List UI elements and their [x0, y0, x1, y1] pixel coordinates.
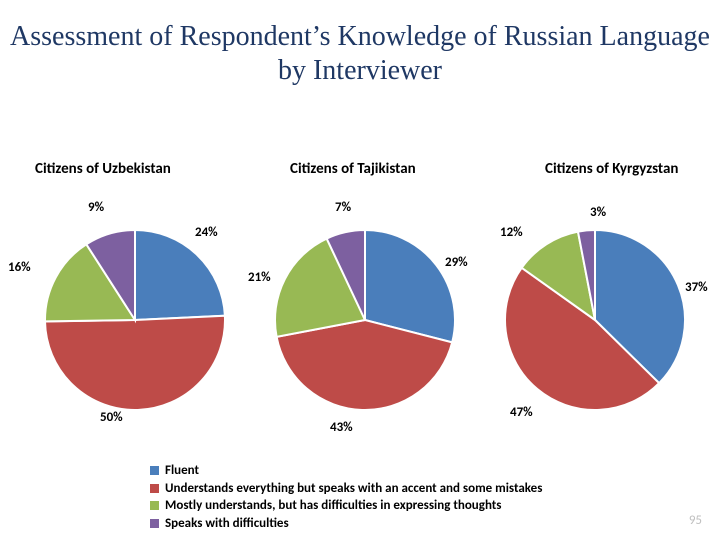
legend-item-mostly: Mostly understands, but has difficulties…: [150, 497, 542, 515]
pct-tj-understands: 43%: [330, 420, 353, 435]
legend-swatch-mostly: [150, 501, 159, 510]
pct-kg-fluent: 37%: [685, 280, 708, 295]
legend: Fluent Understands everything but speaks…: [150, 462, 542, 532]
pct-uz-difficult: 9%: [88, 200, 104, 215]
pct-uz-mostly: 16%: [8, 260, 31, 275]
pie-slice: [135, 230, 225, 320]
pct-tj-fluent: 29%: [445, 255, 468, 270]
legend-label-difficult: Speaks with difficulties: [165, 515, 289, 533]
legend-item-understands: Understands everything but speaks with a…: [150, 480, 542, 498]
chart-title-uzbekistan: Citizens of Uzbekistan: [35, 160, 171, 178]
pct-kg-difficult: 3%: [590, 205, 606, 220]
page-title: Assessment of Respondent’s Knowledge of …: [0, 20, 720, 87]
chart-title-tajikistan: Citizens of Tajikistan: [290, 160, 416, 178]
pct-kg-mostly: 12%: [500, 225, 523, 240]
legend-swatch-understands: [150, 484, 159, 493]
pct-tj-difficult: 7%: [335, 200, 351, 215]
page-number: 95: [689, 513, 702, 528]
legend-label-understands: Understands everything but speaks with a…: [165, 480, 542, 498]
pct-uz-understands: 50%: [100, 410, 123, 425]
pie-tajikistan: [270, 225, 460, 415]
legend-item-fluent: Fluent: [150, 462, 542, 480]
legend-label-mostly: Mostly understands, but has difficulties…: [165, 497, 502, 515]
legend-swatch-fluent: [150, 466, 159, 475]
legend-item-difficult: Speaks with difficulties: [150, 515, 542, 533]
pct-kg-understands: 47%: [510, 405, 533, 420]
pie-uzbekistan: [40, 225, 230, 415]
pct-tj-mostly: 21%: [248, 270, 271, 285]
legend-label-fluent: Fluent: [165, 462, 199, 480]
pie-kyrgyzstan: [500, 225, 690, 415]
pct-uz-fluent: 24%: [195, 225, 218, 240]
chart-title-kyrgyzstan: Citizens of Kyrgyzstan: [545, 160, 678, 178]
pie-slice: [45, 316, 225, 410]
slide: { "title": "Assessment of Respondent’s K…: [0, 0, 720, 540]
legend-swatch-difficult: [150, 519, 159, 528]
